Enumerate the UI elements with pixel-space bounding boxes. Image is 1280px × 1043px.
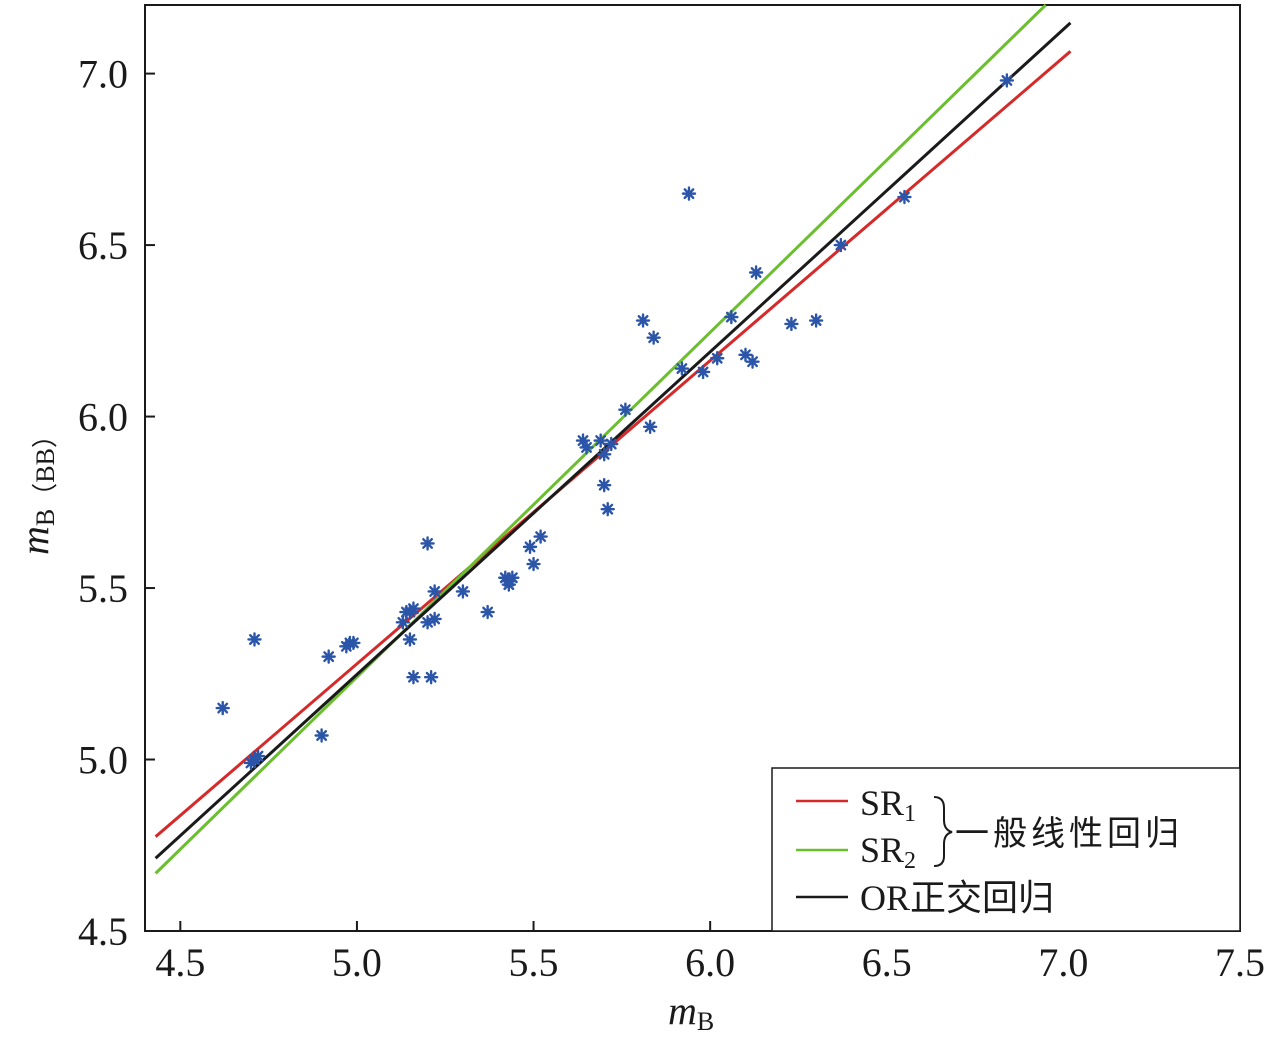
x-tick-labels: 4.5 5.0 5.5 6.0 6.5 7.0 7.5 xyxy=(155,940,1265,985)
data-point xyxy=(784,316,799,332)
data-point xyxy=(420,536,435,551)
data-point xyxy=(681,186,697,201)
x-tick-label: 6.5 xyxy=(862,940,912,985)
scatter-points xyxy=(215,73,1015,771)
y-axis-title: mB（BB） xyxy=(12,422,60,555)
data-point xyxy=(522,539,538,555)
legend-brace xyxy=(933,796,953,867)
data-point xyxy=(642,419,658,435)
data-point xyxy=(526,556,541,572)
data-point xyxy=(596,447,612,462)
data-point xyxy=(314,728,329,743)
legend-group-label: 一般线性回归 xyxy=(955,814,1183,854)
data-point xyxy=(695,364,711,380)
legend-box xyxy=(771,767,1241,932)
x-tick-label: 7.0 xyxy=(1038,940,1088,985)
data-point xyxy=(724,309,739,325)
data-point xyxy=(321,649,336,664)
data-point xyxy=(579,440,594,455)
data-point xyxy=(618,402,633,417)
regression-lines xyxy=(154,3,1072,875)
data-point xyxy=(395,615,411,630)
data-point xyxy=(745,354,760,369)
x-tick-label: 6.0 xyxy=(685,940,735,985)
y-tick-label: 6.5 xyxy=(78,223,128,268)
data-point xyxy=(604,436,619,452)
x-tick-label: 4.5 xyxy=(155,940,205,985)
data-point xyxy=(247,752,262,767)
data-point xyxy=(533,529,548,544)
legend-label-or: OR正交回归 xyxy=(860,878,1054,918)
y-tick-label: 6.0 xyxy=(78,395,128,440)
x-axis-title: mB xyxy=(668,988,714,1036)
data-point xyxy=(593,433,608,448)
x-tick-label: 5.0 xyxy=(332,940,382,985)
data-point xyxy=(247,632,262,647)
data-point xyxy=(808,313,824,328)
data-point xyxy=(427,584,442,599)
data-point xyxy=(406,601,421,616)
data-point xyxy=(215,700,230,716)
legend: SR1 SR2 一般线性回归 OR正交回归 xyxy=(771,767,1241,932)
data-point xyxy=(596,477,612,493)
legend-label-sr1: SR1 xyxy=(860,783,916,827)
data-point xyxy=(748,265,764,280)
plot-frame xyxy=(144,4,1241,932)
y-tick-labels: 4.5 5.0 5.5 6.0 6.5 7.0 xyxy=(78,52,128,954)
data-point xyxy=(833,237,849,253)
x-axis-title-sub: B xyxy=(697,1007,714,1036)
x-tick-label: 7.5 xyxy=(1215,940,1265,985)
data-point xyxy=(635,313,651,328)
data-point xyxy=(455,584,471,599)
y-tick-label: 7.0 xyxy=(78,52,128,97)
data-point xyxy=(402,632,418,647)
data-point xyxy=(406,670,421,685)
data-point xyxy=(346,635,361,651)
data-point xyxy=(710,351,725,366)
data-point xyxy=(674,361,690,376)
x-tick-label: 5.5 xyxy=(509,940,559,985)
data-point xyxy=(501,573,517,589)
data-point xyxy=(600,501,615,517)
data-point xyxy=(480,604,495,620)
data-point xyxy=(423,670,439,685)
y-tick-label: 4.5 xyxy=(78,909,128,954)
data-point xyxy=(646,330,661,345)
legend-label-sr2: SR2 xyxy=(860,830,916,874)
y-tick-label: 5.5 xyxy=(78,566,128,611)
data-point xyxy=(897,189,912,205)
data-point xyxy=(999,73,1015,88)
data-point xyxy=(427,611,442,627)
y-tick-label: 5.0 xyxy=(78,738,128,783)
y-axis-title-sub: B（BB） xyxy=(31,422,60,526)
